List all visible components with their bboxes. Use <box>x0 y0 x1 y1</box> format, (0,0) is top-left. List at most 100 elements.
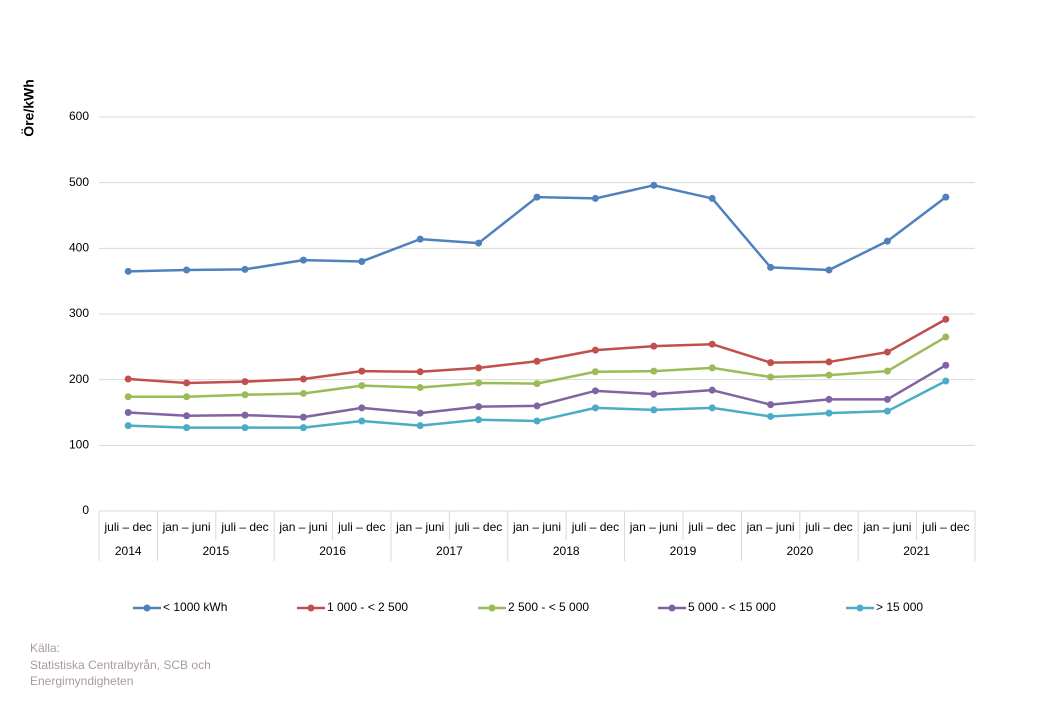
source-text: Källa: <box>30 641 60 655</box>
x-tick-label: juli – dec <box>688 520 736 534</box>
x-group-label: 2021 <box>903 544 930 558</box>
data-point <box>475 416 483 424</box>
data-point <box>825 395 833 403</box>
data-point <box>124 267 132 275</box>
x-tick-label: jan – juni <box>629 520 678 534</box>
data-point <box>241 378 249 386</box>
x-tick-label: juli – dec <box>337 520 385 534</box>
data-point <box>183 424 191 432</box>
data-point <box>358 367 366 375</box>
x-group-label: 2019 <box>670 544 697 558</box>
legend-label: > 15 000 <box>876 600 923 614</box>
y-tick-label: 500 <box>69 175 89 189</box>
data-point <box>767 263 775 271</box>
data-point <box>883 237 891 245</box>
legend-label: 1 000 - < 2 500 <box>327 600 408 614</box>
x-tick-label: jan – juni <box>162 520 211 534</box>
legend-marker <box>143 604 151 612</box>
data-point <box>650 342 658 350</box>
data-point <box>533 193 541 201</box>
data-point <box>299 256 307 264</box>
data-point <box>416 235 424 243</box>
data-point <box>416 384 424 392</box>
data-point <box>299 375 307 383</box>
data-point <box>533 357 541 365</box>
data-point <box>591 404 599 412</box>
legend-marker <box>488 604 496 612</box>
data-point <box>241 411 249 419</box>
data-point <box>124 375 132 383</box>
x-tick-label: juli – dec <box>220 520 268 534</box>
x-group-label: 2015 <box>202 544 229 558</box>
x-tick-label: juli – dec <box>804 520 852 534</box>
data-point <box>591 387 599 395</box>
legend-label: < 1000 kWh <box>163 600 227 614</box>
legend-marker <box>307 604 315 612</box>
data-point <box>708 364 716 372</box>
data-point <box>650 406 658 414</box>
x-tick-label: juli – dec <box>921 520 969 534</box>
data-point <box>591 368 599 376</box>
data-point <box>942 193 950 201</box>
data-point <box>358 417 366 425</box>
source-text: Energimyndigheten <box>30 674 133 688</box>
data-point <box>358 257 366 265</box>
data-point <box>475 403 483 411</box>
x-group-label: 2018 <box>553 544 580 558</box>
x-tick-label: jan – juni <box>395 520 444 534</box>
data-point <box>475 364 483 372</box>
x-tick-label: jan – juni <box>512 520 561 534</box>
data-point <box>883 395 891 403</box>
x-group-label: 2014 <box>115 544 142 558</box>
data-point <box>533 417 541 425</box>
data-point <box>650 181 658 189</box>
data-point <box>591 194 599 202</box>
data-point <box>299 413 307 421</box>
y-tick-label: 200 <box>69 372 89 386</box>
data-point <box>241 424 249 432</box>
data-point <box>124 409 132 416</box>
x-tick-label: jan – juni <box>862 520 911 534</box>
data-point <box>241 391 249 399</box>
data-point <box>183 379 191 387</box>
data-point <box>299 389 307 397</box>
data-point <box>942 377 950 385</box>
series-line <box>128 335 947 398</box>
data-point <box>767 412 775 420</box>
data-point <box>883 407 891 415</box>
data-point <box>183 266 191 274</box>
data-point <box>825 358 833 366</box>
data-point <box>942 361 950 369</box>
data-point <box>241 265 249 273</box>
data-point <box>708 340 716 348</box>
x-tick-label: juli – dec <box>571 520 619 534</box>
data-point <box>942 333 950 341</box>
data-point <box>358 404 366 412</box>
data-point <box>124 393 132 401</box>
data-point <box>708 404 716 412</box>
data-point <box>299 424 307 432</box>
data-point <box>650 390 658 398</box>
y-tick-label: 300 <box>69 306 89 320</box>
y-tick-label: 400 <box>69 241 89 255</box>
data-point <box>416 409 424 417</box>
data-point <box>416 368 424 376</box>
y-tick-label: 600 <box>69 109 89 123</box>
data-point <box>825 266 833 274</box>
series-line <box>128 318 947 385</box>
data-point <box>650 367 658 375</box>
y-tick-label: 100 <box>69 438 89 452</box>
data-point <box>883 367 891 375</box>
data-point <box>533 380 541 388</box>
data-point <box>416 422 424 430</box>
data-point <box>475 379 483 387</box>
y-tick-label: 0 <box>82 503 89 517</box>
data-point <box>591 346 599 354</box>
data-point <box>183 412 191 420</box>
x-group-label: 2016 <box>319 544 346 558</box>
data-point <box>825 371 833 379</box>
data-point <box>124 422 132 430</box>
data-point <box>767 373 775 381</box>
y-axis-label: Öre/kWh <box>21 79 37 137</box>
data-point <box>942 315 950 323</box>
